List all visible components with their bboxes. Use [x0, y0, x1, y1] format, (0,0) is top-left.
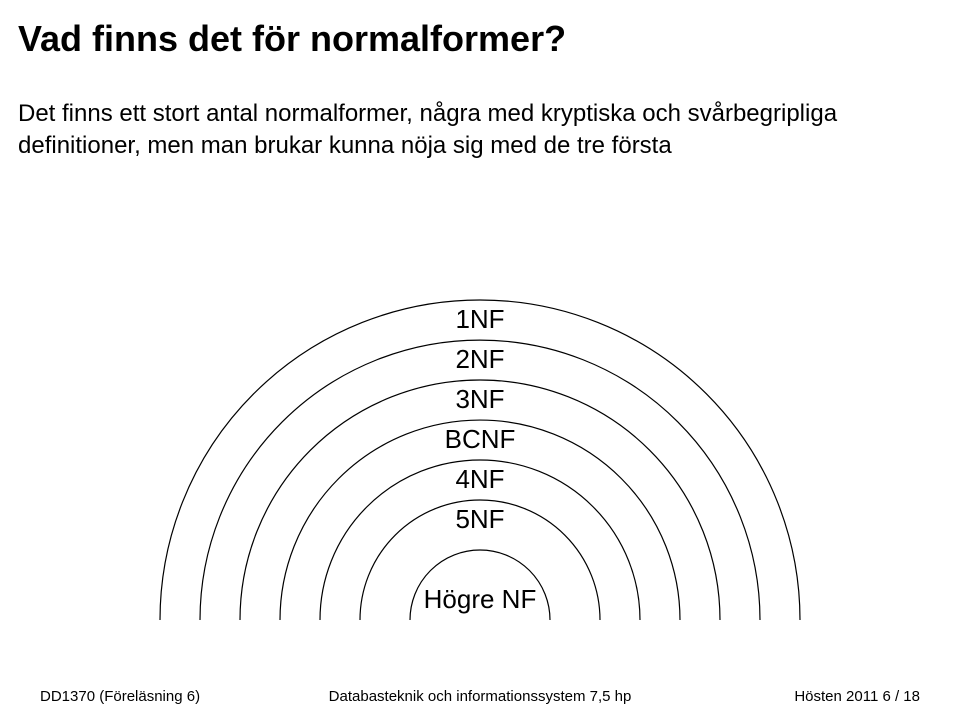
nf-label: 2NF [0, 344, 960, 375]
nf-label: Högre NF [0, 584, 960, 615]
nf-label: BCNF [0, 424, 960, 455]
nf-label: 5NF [0, 504, 960, 535]
normal-forms-diagram: 1NF 2NF 3NF BCNF 4NF 5NF Högre NF [0, 170, 960, 650]
footer-right: Hösten 2011 6 / 18 [794, 688, 920, 705]
nf-label: 1NF [0, 304, 960, 335]
body-paragraph: Det finns ett stort antal normalformer, … [18, 98, 920, 163]
page-title: Vad finns det för normalformer? [18, 18, 566, 60]
nf-label: 3NF [0, 384, 960, 415]
slide: Vad finns det för normalformer? Det finn… [0, 0, 960, 722]
footer: DD1370 (Föreläsning 6) Databasteknik och… [0, 688, 960, 708]
nf-label: 4NF [0, 464, 960, 495]
